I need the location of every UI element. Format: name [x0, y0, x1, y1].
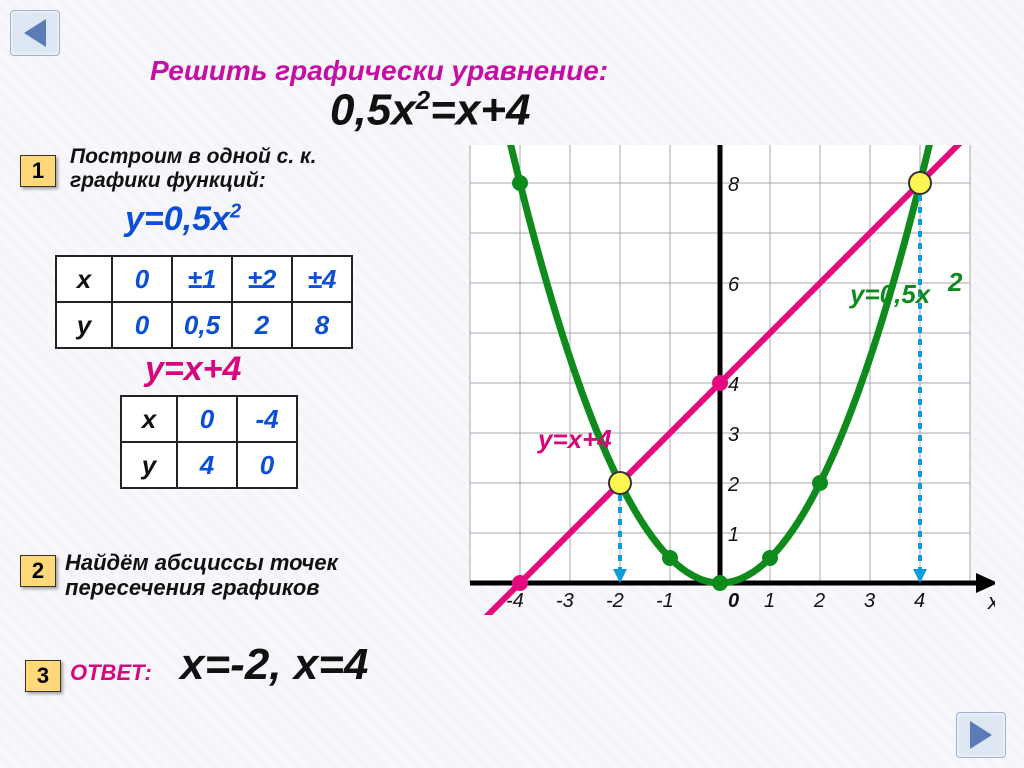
svg-text:-4: -4 [506, 590, 524, 612]
table-value-cell: 0,5 [172, 302, 232, 348]
svg-text:у=х+4: у=х+4 [536, 424, 612, 454]
table-value-cell: ±4 [292, 256, 352, 302]
chart: -4-3-2-1123412346890хуу=х+4у=0,5х2 [450, 145, 995, 615]
svg-text:9: 9 [728, 145, 739, 146]
table-line: х0-4у40 [120, 395, 298, 489]
svg-text:1: 1 [728, 524, 739, 546]
svg-text:4: 4 [914, 590, 925, 612]
svg-text:1: 1 [764, 590, 775, 612]
nav-prev-button[interactable] [10, 10, 60, 56]
svg-text:2: 2 [947, 267, 963, 297]
svg-text:-1: -1 [656, 590, 674, 612]
step-2-badge: 2 [20, 555, 56, 587]
svg-text:х: х [987, 589, 995, 614]
function-1-label: у=0,5х2 [125, 200, 241, 239]
svg-text:-3: -3 [556, 590, 574, 612]
equation-rhs: =х+4 [430, 86, 530, 135]
svg-text:2: 2 [727, 474, 739, 496]
step-1-text: Построим в одной с. к.графики функций: [70, 145, 316, 193]
step-2-text: Найдём абсциссы точек пересечения график… [65, 550, 385, 601]
nav-next-button[interactable] [956, 712, 1006, 758]
table-value-cell: -4 [237, 396, 297, 442]
step-1-badge: 1 [20, 155, 56, 187]
equation-lhs: 0,5х [330, 86, 416, 135]
svg-text:2: 2 [813, 590, 825, 612]
main-equation: 0,5х2=х+4 [330, 85, 530, 136]
table-value-cell: 0 [177, 396, 237, 442]
table-header-cell: х [56, 256, 112, 302]
svg-text:4: 4 [728, 374, 739, 396]
step-3-badge: 3 [25, 660, 61, 692]
table-value-cell: ±1 [172, 256, 232, 302]
function-2-label: у=х+4 [145, 350, 241, 389]
svg-text:3: 3 [728, 424, 739, 446]
svg-text:8: 8 [728, 174, 739, 196]
triangle-left-icon [24, 19, 46, 47]
table-value-cell: 0 [237, 442, 297, 488]
table-value-cell: ±2 [232, 256, 292, 302]
fn1-base: у=0,5х [125, 200, 230, 238]
svg-text:0: 0 [728, 590, 739, 612]
svg-text:-2: -2 [606, 590, 624, 612]
fn1-sup: 2 [230, 201, 241, 223]
table-value-cell: 8 [292, 302, 352, 348]
table-header-cell: у [121, 442, 177, 488]
svg-text:у=0,5х: у=0,5х [848, 279, 932, 309]
table-parabola: х0±1±2±4 у00,528 [55, 255, 353, 349]
table-value-cell: 0 [112, 256, 172, 302]
svg-text:6: 6 [728, 274, 740, 296]
table-value-cell: 0 [112, 302, 172, 348]
triangle-right-icon [970, 721, 992, 749]
answer-label: ОТВЕТ: [70, 660, 152, 686]
table-header-cell: у [56, 302, 112, 348]
table-header-cell: х [121, 396, 177, 442]
table-value-cell: 4 [177, 442, 237, 488]
table-value-cell: 2 [232, 302, 292, 348]
heading: Решить графически уравнение: [150, 55, 608, 87]
answer-values: х=-2, х=4 [180, 640, 368, 690]
equation-sup: 2 [416, 85, 430, 115]
svg-text:3: 3 [864, 590, 875, 612]
